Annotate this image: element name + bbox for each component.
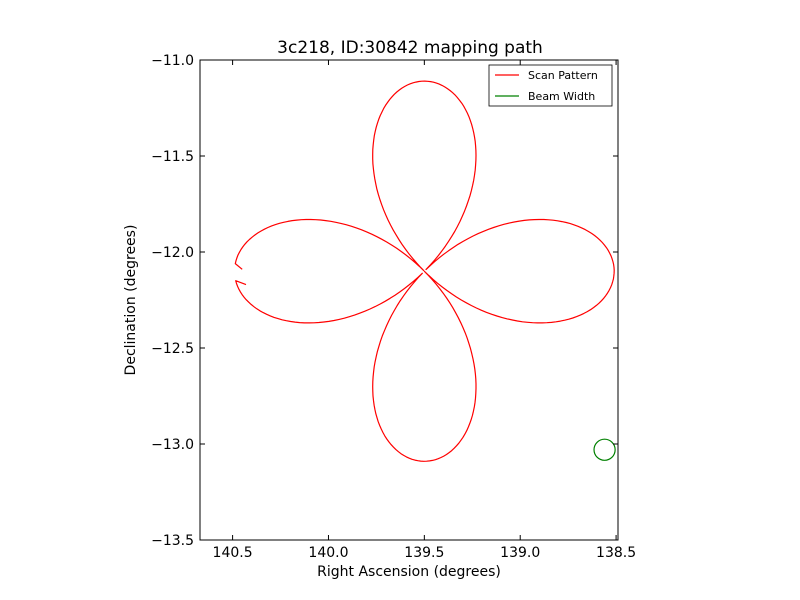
scan-pattern-line: [234, 80, 615, 462]
y-tick-label: −11.0: [151, 53, 194, 69]
x-tick-label: 138.5: [596, 545, 636, 561]
x-axis-label: Right Ascension (degrees): [317, 564, 501, 580]
y-tick-label: −11.5: [151, 149, 194, 165]
axes-background: [200, 60, 618, 540]
beam-width-circle: [593, 438, 616, 461]
legend-label-scan-pattern: Scan Pattern: [528, 69, 598, 82]
y-tick-label: −13.5: [151, 533, 194, 549]
y-tick-label: −13.0: [151, 437, 194, 453]
series-layer: [234, 80, 616, 462]
x-tick-label: 140.5: [213, 545, 253, 561]
x-tick-label: 139.5: [404, 545, 444, 561]
plot-area: [199, 59, 619, 541]
legend-box: [488, 64, 613, 107]
y-axis-label: Declination (degrees): [123, 225, 139, 376]
chart-title: 3c218, ID:30842 mapping path: [277, 38, 543, 58]
y-tick-label: −12.0: [151, 245, 194, 261]
y-tick-label: −12.5: [151, 341, 194, 357]
axes-frame: [199, 59, 619, 541]
legend: Scan Pattern Beam Width: [488, 64, 613, 107]
x-tick-label: 140.0: [308, 545, 348, 561]
legend-label-beam-width: Beam Width: [528, 90, 595, 103]
x-tick-label: 139.0: [500, 545, 540, 561]
ticks-layer: 140.5 140.0 139.5 139.0 138.5 −11.0 −11.5 −12.0…: [151, 53, 636, 561]
